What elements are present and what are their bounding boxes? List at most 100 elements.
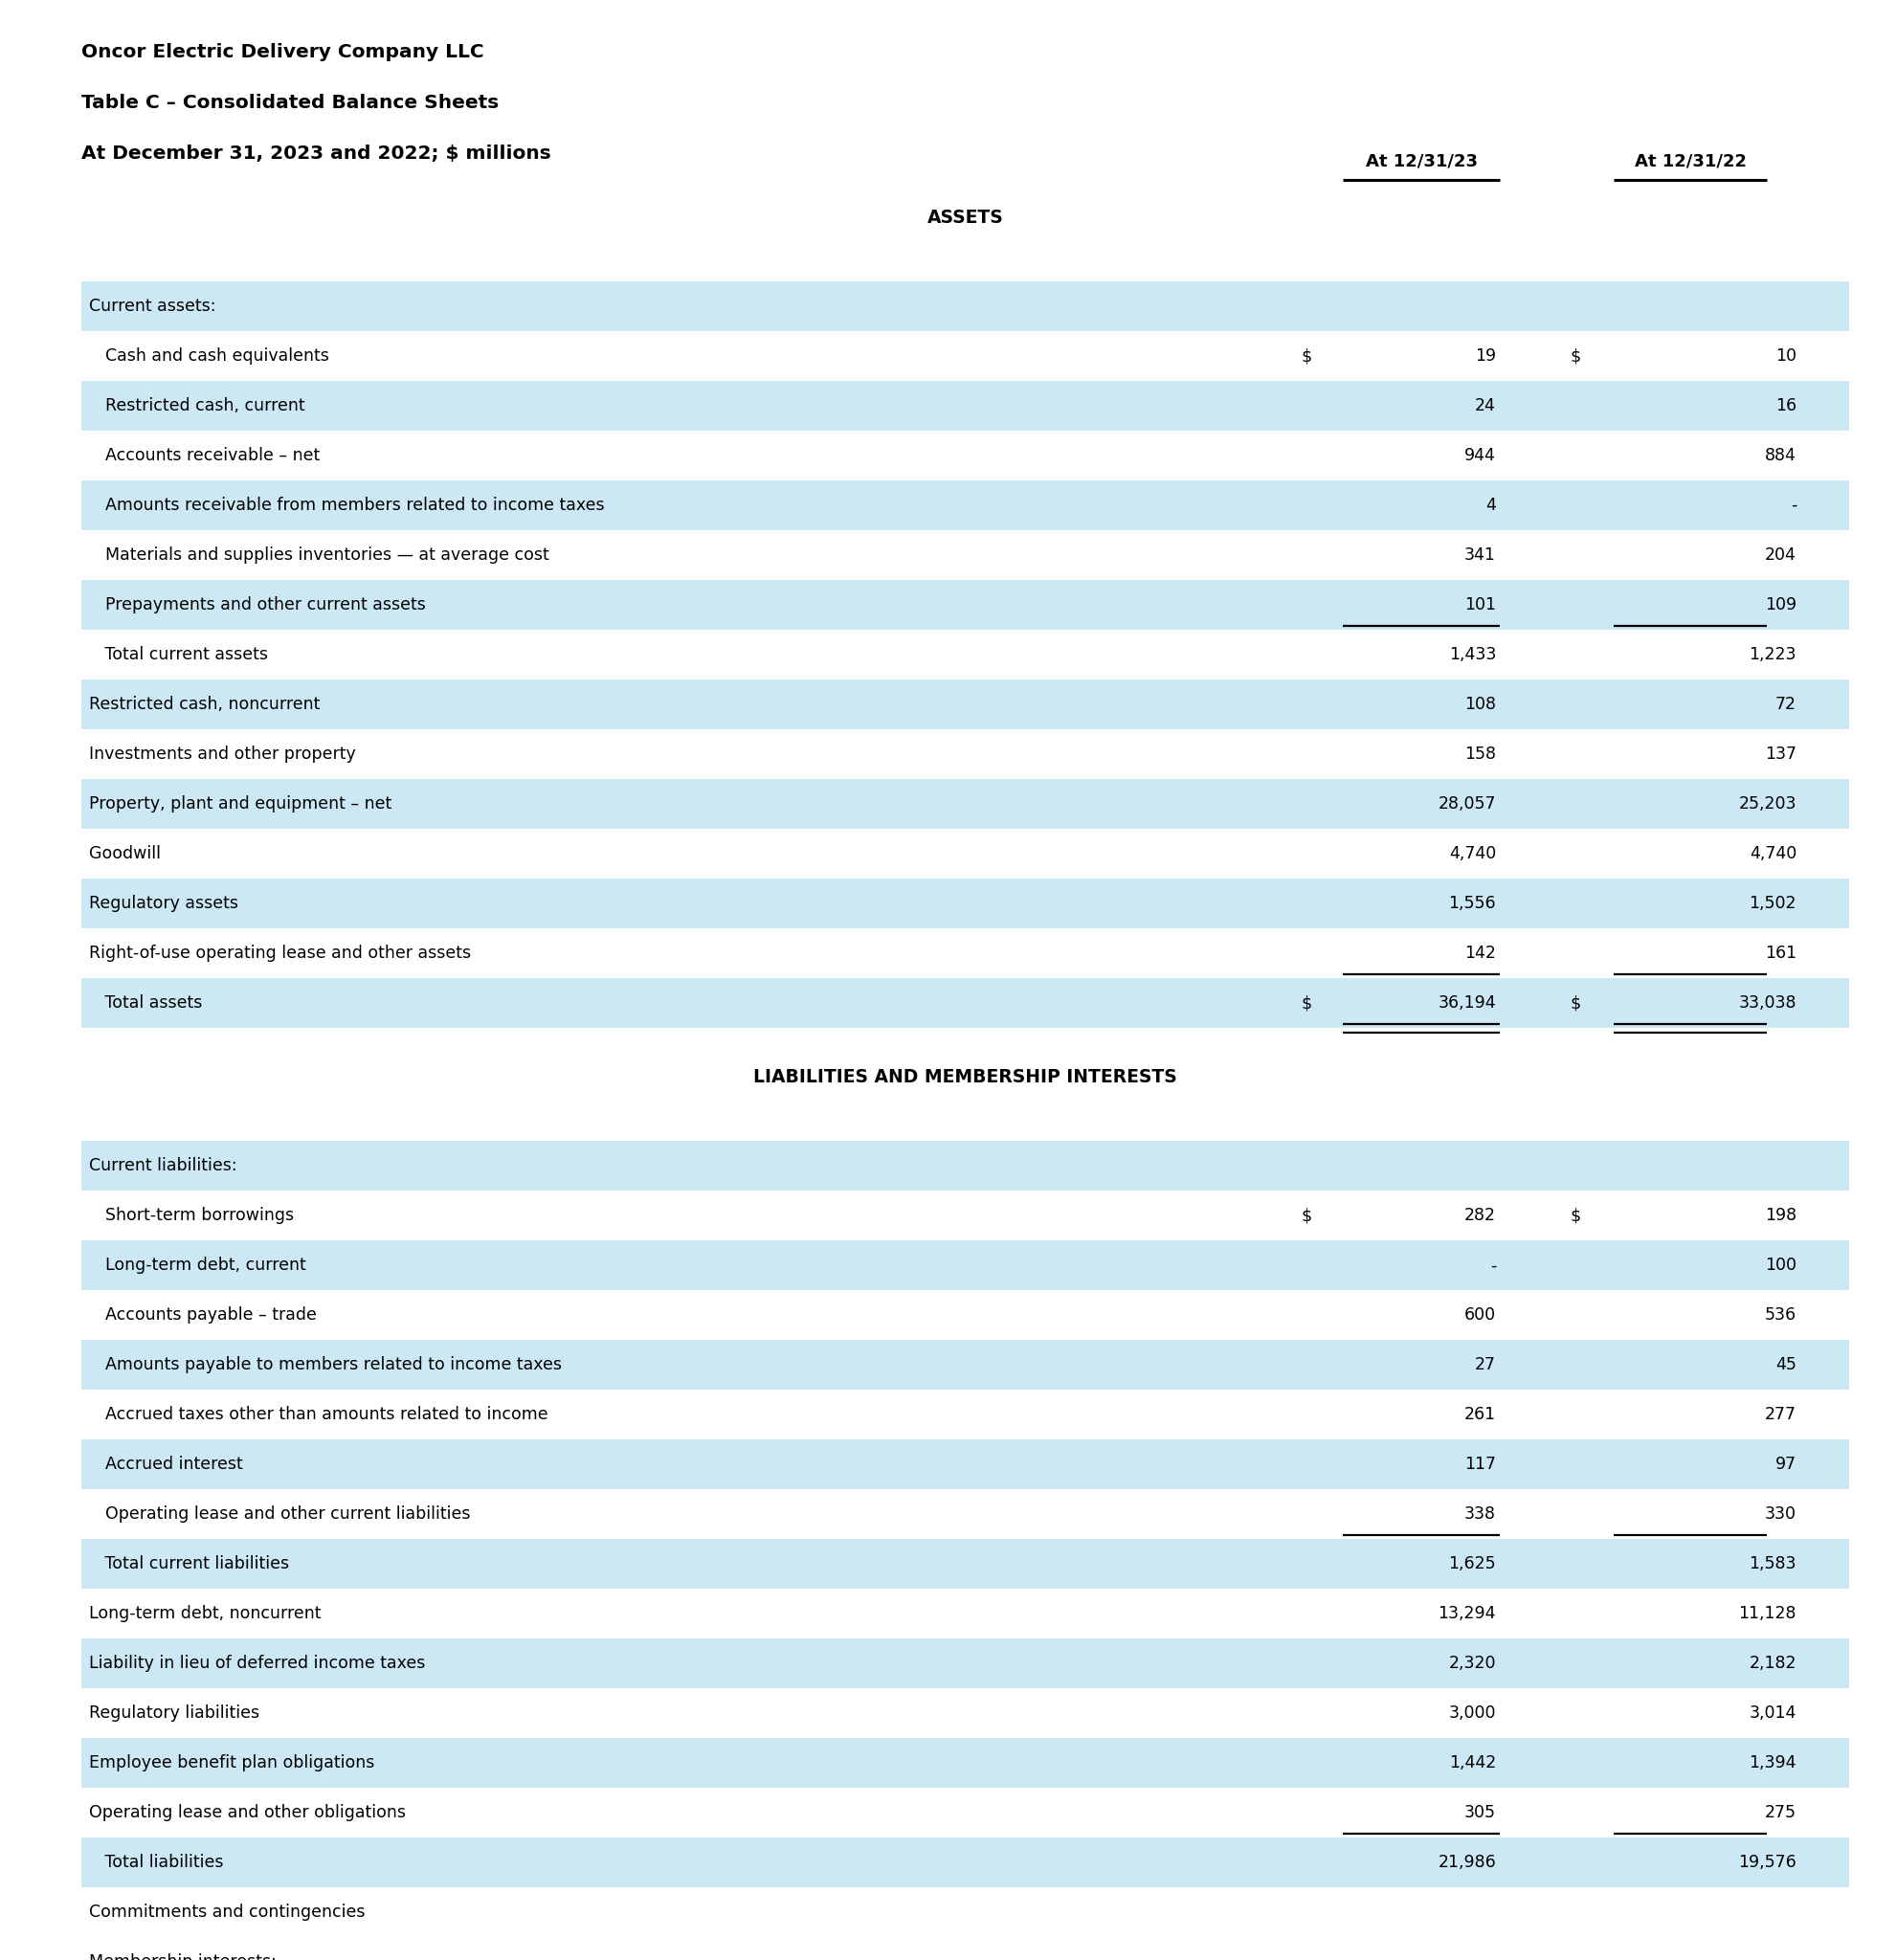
Text: 330: 330 xyxy=(1764,1505,1796,1523)
Bar xyxy=(82,680,1850,729)
Text: $: $ xyxy=(1571,994,1580,1011)
Text: 3,014: 3,014 xyxy=(1749,1705,1796,1723)
Text: At December 31, 2023 and 2022; $ millions: At December 31, 2023 and 2022; $ million… xyxy=(82,145,552,163)
Text: 25,203: 25,203 xyxy=(1740,796,1796,813)
Text: Operating lease and other current liabilities: Operating lease and other current liabil… xyxy=(106,1505,470,1523)
Text: $: $ xyxy=(1301,994,1313,1011)
Text: Table C – Consolidated Balance Sheets: Table C – Consolidated Balance Sheets xyxy=(82,94,499,112)
Bar xyxy=(82,1838,1850,1887)
Text: 13,294: 13,294 xyxy=(1438,1605,1497,1623)
Bar xyxy=(82,1141,1850,1192)
Bar xyxy=(82,1192,1850,1241)
Text: 2,320: 2,320 xyxy=(1449,1654,1497,1672)
Bar xyxy=(82,1739,1850,1788)
Text: 1,625: 1,625 xyxy=(1449,1556,1497,1572)
Text: 341: 341 xyxy=(1464,547,1497,564)
Text: At 12/31/23: At 12/31/23 xyxy=(1366,153,1478,171)
Bar xyxy=(82,1788,1850,1838)
Text: $: $ xyxy=(1301,1207,1313,1225)
Text: Amounts payable to members related to income taxes: Amounts payable to members related to in… xyxy=(106,1356,562,1374)
Text: 19,576: 19,576 xyxy=(1738,1854,1796,1872)
Text: 16: 16 xyxy=(1776,398,1796,416)
Text: $: $ xyxy=(1301,347,1313,365)
Text: 1,442: 1,442 xyxy=(1449,1754,1497,1772)
Text: $: $ xyxy=(1571,1207,1580,1225)
Text: 27: 27 xyxy=(1476,1356,1497,1374)
Bar xyxy=(82,1241,1850,1290)
Text: 282: 282 xyxy=(1464,1207,1497,1225)
Text: 11,128: 11,128 xyxy=(1740,1605,1796,1623)
Text: 1,433: 1,433 xyxy=(1449,647,1497,662)
Bar xyxy=(82,282,1850,331)
Text: Total liabilities: Total liabilities xyxy=(89,1854,224,1872)
Text: $: $ xyxy=(1571,347,1580,365)
Text: 305: 305 xyxy=(1464,1805,1497,1821)
Text: Total current assets: Total current assets xyxy=(89,647,267,662)
Text: 2,182: 2,182 xyxy=(1749,1654,1796,1672)
Bar xyxy=(82,829,1850,878)
Bar xyxy=(82,1539,1850,1590)
Text: Regulatory assets: Regulatory assets xyxy=(89,896,239,911)
Text: Regulatory liabilities: Regulatory liabilities xyxy=(89,1705,260,1723)
Text: 158: 158 xyxy=(1464,745,1497,762)
Bar xyxy=(82,1290,1850,1341)
Bar xyxy=(82,531,1850,580)
Text: 338: 338 xyxy=(1464,1505,1497,1523)
Bar xyxy=(82,1341,1850,1390)
Bar xyxy=(82,1590,1850,1639)
Text: 884: 884 xyxy=(1764,447,1796,465)
Bar xyxy=(82,1490,1850,1539)
Bar xyxy=(82,1439,1850,1490)
Text: 1,583: 1,583 xyxy=(1749,1556,1796,1572)
Text: At 12/31/22: At 12/31/22 xyxy=(1635,153,1747,171)
Text: Liability in lieu of deferred income taxes: Liability in lieu of deferred income tax… xyxy=(89,1654,425,1672)
Text: Total assets: Total assets xyxy=(89,994,203,1011)
Text: LIABILITIES AND MEMBERSHIP INTERESTS: LIABILITIES AND MEMBERSHIP INTERESTS xyxy=(753,1068,1178,1086)
Text: 36,194: 36,194 xyxy=(1438,994,1497,1011)
Text: 10: 10 xyxy=(1776,347,1796,365)
Text: ASSETS: ASSETS xyxy=(928,208,1004,227)
Text: 204: 204 xyxy=(1764,547,1796,564)
Text: Operating lease and other obligations: Operating lease and other obligations xyxy=(89,1805,406,1821)
Text: Goodwill: Goodwill xyxy=(89,845,161,862)
Text: 142: 142 xyxy=(1464,945,1497,962)
Text: 198: 198 xyxy=(1764,1207,1796,1225)
Text: 1,394: 1,394 xyxy=(1749,1754,1796,1772)
Text: 3,000: 3,000 xyxy=(1449,1705,1497,1723)
Text: 72: 72 xyxy=(1776,696,1796,713)
Text: 97: 97 xyxy=(1776,1456,1796,1474)
Bar xyxy=(82,1887,1850,1936)
Bar xyxy=(82,878,1850,929)
Bar xyxy=(82,331,1850,380)
Text: 4: 4 xyxy=(1485,498,1497,514)
Bar xyxy=(82,1390,1850,1439)
Text: Long-term debt, noncurrent: Long-term debt, noncurrent xyxy=(89,1605,321,1623)
Text: 536: 536 xyxy=(1764,1307,1796,1323)
Text: Accounts receivable – net: Accounts receivable – net xyxy=(106,447,321,465)
Text: Accounts payable – trade: Accounts payable – trade xyxy=(106,1307,317,1323)
Text: 1,223: 1,223 xyxy=(1749,647,1796,662)
Bar xyxy=(82,480,1850,531)
Text: Restricted cash, noncurrent: Restricted cash, noncurrent xyxy=(89,696,321,713)
Text: Oncor Electric Delivery Company LLC: Oncor Electric Delivery Company LLC xyxy=(82,43,484,61)
Bar xyxy=(82,780,1850,829)
Text: Cash and cash equivalents: Cash and cash equivalents xyxy=(106,347,330,365)
Text: Current liabilities:: Current liabilities: xyxy=(89,1156,237,1174)
Bar xyxy=(82,729,1850,780)
Text: Investments and other property: Investments and other property xyxy=(89,745,357,762)
Bar xyxy=(82,380,1850,431)
Text: Right-of-use operating lease and other assets: Right-of-use operating lease and other a… xyxy=(89,945,470,962)
Bar xyxy=(82,1639,1850,1688)
Text: Commitments and contingencies: Commitments and contingencies xyxy=(89,1903,366,1921)
Text: Accrued taxes other than amounts related to income: Accrued taxes other than amounts related… xyxy=(106,1405,548,1423)
Text: 137: 137 xyxy=(1764,745,1796,762)
Text: 4,740: 4,740 xyxy=(1749,845,1796,862)
Text: Long-term debt, current: Long-term debt, current xyxy=(106,1256,305,1274)
Text: 19: 19 xyxy=(1474,347,1497,365)
Text: Accrued interest: Accrued interest xyxy=(106,1456,243,1474)
Text: 1,502: 1,502 xyxy=(1749,896,1796,911)
Text: 4,740: 4,740 xyxy=(1449,845,1497,862)
Bar xyxy=(82,978,1850,1029)
Text: 277: 277 xyxy=(1764,1405,1796,1423)
Text: 28,057: 28,057 xyxy=(1438,796,1497,813)
